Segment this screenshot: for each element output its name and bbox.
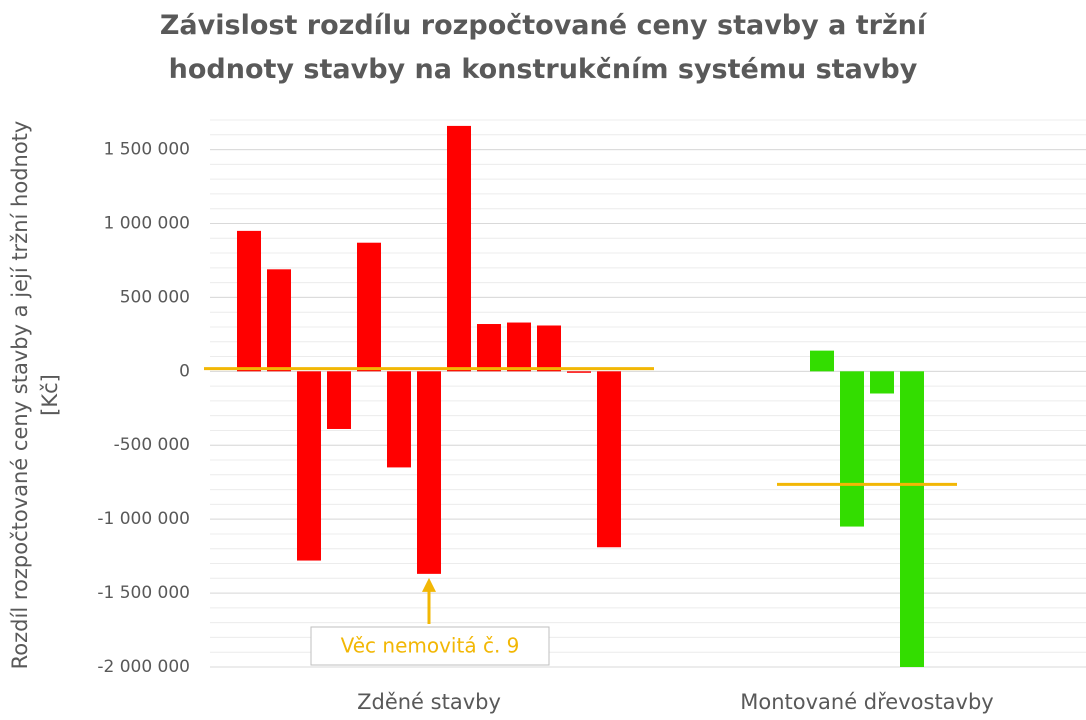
bar xyxy=(840,371,864,527)
bar xyxy=(267,269,291,372)
bar xyxy=(477,324,501,372)
y-tick-label: 1 500 000 xyxy=(103,140,190,160)
x-tick-label: Montované dřevostavby xyxy=(740,690,994,714)
bar xyxy=(297,371,321,561)
y-tick-label: 500 000 xyxy=(120,287,190,307)
y-tick-label: 1 000 000 xyxy=(103,213,190,233)
bar xyxy=(447,125,471,372)
bar xyxy=(537,325,561,372)
y-tick-label: -2 000 000 xyxy=(97,657,190,677)
x-tick-label: Zděné stavby xyxy=(357,690,501,714)
chart-title: Závislost rozdílu rozpočtované ceny stav… xyxy=(159,10,927,85)
bar xyxy=(567,371,591,373)
annotation-arrowhead xyxy=(422,577,436,592)
bar xyxy=(507,322,531,372)
bar xyxy=(417,371,441,574)
bar xyxy=(870,371,894,394)
y-tick-label: -500 000 xyxy=(114,435,190,455)
bar xyxy=(810,350,834,372)
y-tick-label: 0 xyxy=(179,361,190,381)
y-tick-label: -1 000 000 xyxy=(97,509,190,529)
bar xyxy=(900,371,924,667)
bar xyxy=(327,371,351,429)
y-tick-label: -1 500 000 xyxy=(97,583,190,603)
bar xyxy=(597,371,621,548)
annotation-text: Věc nemovitá č. 9 xyxy=(341,634,520,658)
bar xyxy=(357,242,381,372)
bar xyxy=(387,371,411,468)
bar xyxy=(237,230,261,372)
annotation-box xyxy=(310,626,550,666)
